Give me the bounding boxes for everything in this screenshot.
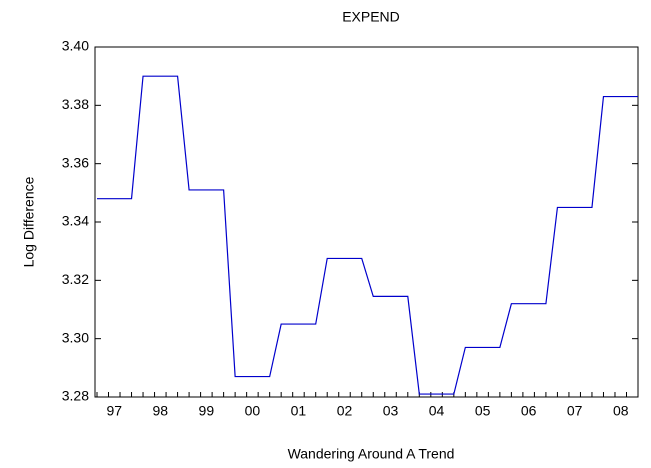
data-line: [97, 75, 638, 395]
x-tick-label: 97: [106, 403, 122, 419]
plot-frame: [94, 46, 639, 398]
y-tick-label: 3.36: [62, 154, 89, 170]
x-tick-label: 99: [199, 403, 215, 419]
chart-title: EXPEND: [342, 9, 400, 25]
x-tick-label: 06: [521, 403, 537, 419]
y-tick-label: 3.28: [62, 388, 89, 404]
y-tick-label: 3.40: [62, 38, 89, 54]
x-tick-label: 08: [613, 403, 629, 419]
x-tick-label: 02: [337, 403, 353, 419]
y-tick-label: 3.32: [62, 271, 89, 287]
x-axis-label: Wandering Around A Trend: [288, 446, 455, 462]
x-tick-label: 03: [383, 403, 399, 419]
y-tick-label: 3.34: [62, 213, 89, 229]
x-tick-label: 00: [245, 403, 261, 419]
x-tick-label: 05: [475, 403, 491, 419]
x-tick-label: 01: [291, 403, 307, 419]
y-tick-label: 3.30: [62, 329, 89, 345]
x-tick-label: 98: [153, 403, 169, 419]
y-tick-label: 3.38: [62, 96, 89, 112]
x-tick-label: 07: [567, 403, 583, 419]
x-tick-label: 04: [429, 403, 445, 419]
y-axis-label: Log Difference: [21, 176, 37, 267]
